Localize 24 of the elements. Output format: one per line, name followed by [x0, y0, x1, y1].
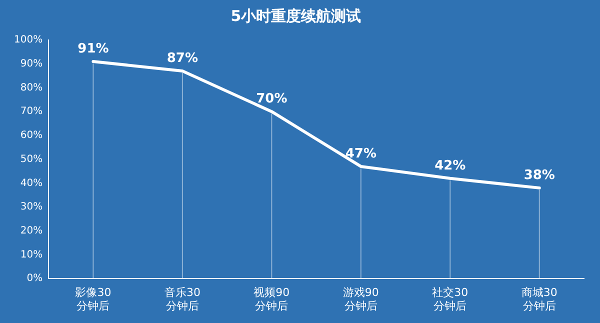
x-tick-label: 游戏90 分钟后 [342, 286, 379, 312]
text: 47% [345, 146, 376, 162]
y-tick-label: 70% [20, 106, 43, 118]
y-tick-label: 60% [20, 130, 43, 142]
y-tick-label: 100% [14, 34, 43, 46]
x-tick-label: 视频90 分钟后 [254, 286, 290, 312]
y-tick-label: 30% [20, 202, 43, 213]
x-tick-label: 影像30 分钟后 [75, 286, 112, 312]
x-tick-label: 社交30 分钟后 [432, 286, 468, 312]
text: 70% [256, 91, 288, 106]
y-tick-label: 20% [20, 225, 43, 236]
chart-title: 5小时重度续航测试 [230, 6, 362, 25]
y-tick-label: 10% [20, 249, 43, 260]
x-tick-label: 商城30 分钟后 [521, 286, 558, 312]
y-tick-label: 80% [20, 82, 43, 94]
text: 42% [434, 158, 466, 174]
x-tick-label: 音乐30 分钟后 [164, 286, 200, 312]
y-tick-label: 40% [20, 178, 43, 189]
text: 38% [524, 168, 555, 183]
text: 91% [78, 41, 109, 56]
y-tick-label: 0% [26, 273, 43, 284]
text: 87% [166, 50, 198, 66]
y-tick-label: 90% [20, 58, 43, 70]
y-tick-label: 50% [20, 154, 43, 165]
